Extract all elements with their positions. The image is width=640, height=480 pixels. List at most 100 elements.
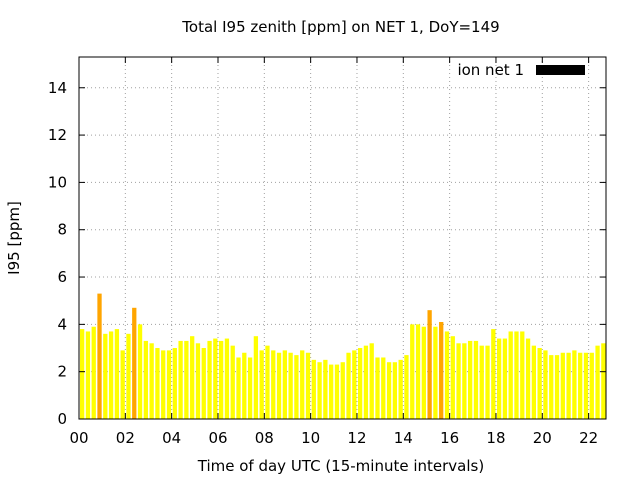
bar xyxy=(560,352,565,419)
bar xyxy=(357,348,363,419)
bar xyxy=(433,326,438,419)
bar xyxy=(195,343,201,419)
bar xyxy=(329,364,334,419)
y-tick-label: 14 xyxy=(48,79,67,97)
bar xyxy=(155,348,160,419)
bar xyxy=(271,350,276,419)
y-ticks: 0 2 4 6 8 10 12 14 xyxy=(48,79,606,428)
bar xyxy=(566,352,571,419)
bar xyxy=(601,343,606,419)
bar xyxy=(311,359,316,419)
bar xyxy=(91,326,96,419)
x-tick-label: 02 xyxy=(116,429,135,447)
bar xyxy=(496,338,502,419)
bar xyxy=(537,348,542,419)
x-tick-label: 18 xyxy=(486,429,505,447)
x-tick-label: 20 xyxy=(533,429,552,447)
bar xyxy=(108,331,114,419)
bar xyxy=(253,336,259,419)
bar xyxy=(334,364,340,419)
bar xyxy=(549,355,554,419)
x-axis-label: Time of day UTC (15-minute intervals) xyxy=(197,457,484,475)
bar xyxy=(473,340,479,419)
bar xyxy=(340,362,345,419)
y-tick-label: 2 xyxy=(57,363,67,381)
bar xyxy=(589,352,594,419)
y-tick-label: 8 xyxy=(57,221,67,239)
bar xyxy=(375,357,380,419)
bar xyxy=(85,331,91,419)
bar xyxy=(305,352,311,419)
plot-frame xyxy=(78,56,607,420)
bar xyxy=(462,343,467,419)
bar xyxy=(508,331,513,419)
x-tick-label: 00 xyxy=(69,429,88,447)
x-tick-label: 08 xyxy=(255,429,274,447)
bar xyxy=(456,343,461,419)
bar xyxy=(554,355,560,419)
bar xyxy=(143,340,148,419)
bar xyxy=(392,362,398,419)
bar xyxy=(300,350,305,419)
bar xyxy=(543,350,548,419)
bar xyxy=(201,348,206,419)
bar xyxy=(502,338,508,419)
bar xyxy=(184,340,189,419)
bar xyxy=(323,359,328,419)
bar xyxy=(578,352,583,419)
bar xyxy=(103,333,108,419)
bar xyxy=(346,352,351,419)
legend-swatch xyxy=(536,65,585,75)
bar xyxy=(479,345,484,419)
y-axis-label: I95 [ppm] xyxy=(5,201,23,275)
bar xyxy=(224,338,230,419)
grid xyxy=(79,57,606,419)
x-tick-label: 06 xyxy=(208,429,227,447)
bar xyxy=(236,357,241,419)
bar xyxy=(149,343,154,419)
bar xyxy=(525,338,531,419)
bar xyxy=(288,352,293,419)
bar xyxy=(172,348,177,419)
bar xyxy=(120,350,125,419)
bar xyxy=(218,340,224,419)
chart-title: Total I95 zenith [ppm] on NET 1, DoY=149 xyxy=(181,18,499,36)
bar xyxy=(259,350,264,419)
y-tick-label: 0 xyxy=(57,410,67,428)
bar xyxy=(97,293,102,419)
bar xyxy=(468,340,473,419)
bar xyxy=(415,324,421,419)
legend: ion net 1 xyxy=(457,61,585,79)
bar xyxy=(126,333,131,419)
bar xyxy=(491,329,496,419)
bar xyxy=(520,331,525,419)
bar xyxy=(531,345,537,419)
bar xyxy=(265,345,270,419)
x-tick-label: 22 xyxy=(579,429,598,447)
bar xyxy=(190,336,195,419)
bar xyxy=(317,362,322,419)
bar xyxy=(410,324,415,419)
bar xyxy=(444,331,450,419)
x-tick-label: 04 xyxy=(162,429,181,447)
legend-label: ion net 1 xyxy=(457,61,524,79)
bar xyxy=(114,329,120,419)
bar xyxy=(572,350,577,419)
bar xyxy=(282,350,287,419)
bar xyxy=(404,355,409,419)
bar xyxy=(398,359,403,419)
bar xyxy=(421,326,426,419)
y-tick-label: 6 xyxy=(57,268,67,286)
bar xyxy=(363,345,369,419)
bar xyxy=(230,345,235,419)
bar xyxy=(294,355,299,419)
bar xyxy=(381,357,386,419)
bar xyxy=(369,343,374,419)
bar xyxy=(132,307,137,419)
bar xyxy=(178,340,183,419)
bar xyxy=(80,329,85,419)
bar xyxy=(161,350,166,419)
x-tick-label: 12 xyxy=(347,429,366,447)
bar xyxy=(439,321,444,419)
